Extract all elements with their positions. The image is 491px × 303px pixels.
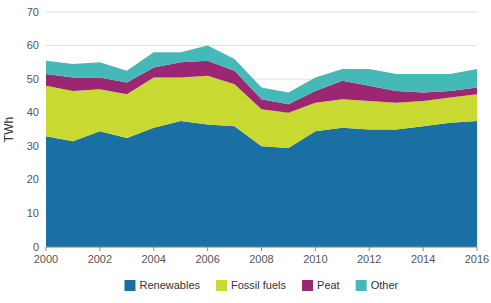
legend-label: Other	[371, 279, 399, 291]
grid-line	[46, 45, 477, 46]
y-axis-label: TWh	[2, 117, 16, 142]
areas	[46, 46, 477, 247]
x-tick	[207, 247, 208, 251]
x-tick-label: 2008	[249, 253, 273, 265]
y-tick-label: 30	[27, 140, 39, 152]
legend-item: Other	[356, 279, 399, 291]
x-tick-label: 2016	[465, 253, 489, 265]
x-tick-label: 2012	[357, 253, 381, 265]
legend-item: Fossil fuels	[216, 279, 287, 291]
legend-swatch	[356, 280, 367, 291]
y-tick-label: 0	[33, 241, 39, 253]
x-tick	[477, 247, 478, 251]
legend-label: Peat	[317, 279, 340, 291]
y-tick-label: 20	[27, 173, 39, 185]
x-tick-label: 2006	[195, 253, 219, 265]
x-tick	[315, 247, 316, 251]
area	[46, 46, 477, 105]
x-tick-label: 2000	[34, 253, 58, 265]
legend: Renewables Fossil fuels Peat Other	[124, 279, 398, 291]
x-tick	[423, 247, 424, 251]
x-tick	[369, 247, 370, 251]
legend-item: Renewables	[124, 279, 200, 291]
x-tick	[46, 247, 47, 251]
y-tick-label: 40	[27, 106, 39, 118]
y-tick-label: 10	[27, 207, 39, 219]
legend-swatch	[124, 280, 135, 291]
grid-line	[46, 12, 477, 13]
x-tick-label: 2010	[303, 253, 327, 265]
chart: 0 10 20 30 40 50 60 70 2000 2002 2004 2006 2008 2010 2…	[0, 0, 491, 303]
x-tick-label: 2014	[411, 253, 435, 265]
legend-swatch	[302, 280, 313, 291]
x-tick	[153, 247, 154, 251]
legend-swatch	[216, 280, 227, 291]
y-grid	[46, 12, 477, 247]
y-tick-label: 50	[27, 73, 39, 85]
x-tick-label: 2002	[88, 253, 112, 265]
legend-label: Fossil fuels	[231, 279, 287, 291]
x-tick	[99, 247, 100, 251]
y-tick-label: 70	[27, 6, 39, 18]
legend-label: Renewables	[139, 279, 200, 291]
x-tick-label: 2004	[142, 253, 166, 265]
legend-item: Peat	[302, 279, 340, 291]
y-tick-label: 60	[27, 39, 39, 51]
x-tick	[261, 247, 262, 251]
